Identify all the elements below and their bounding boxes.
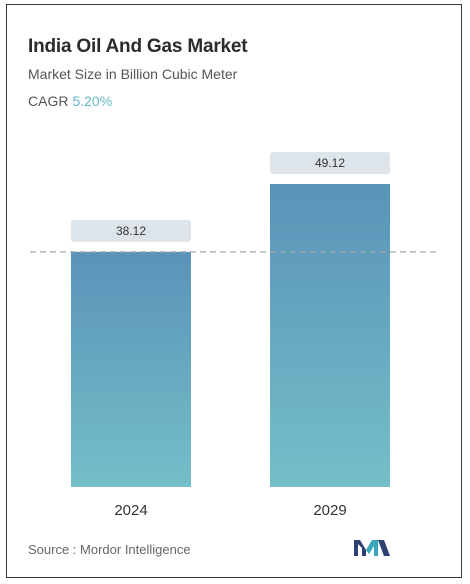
cagr-value: 5.20% [72, 93, 113, 109]
x-tick-2029: 2029 [313, 502, 346, 519]
mordor-intelligence-logo-icon [354, 540, 390, 556]
data-label-2029: 49.12 [315, 156, 345, 170]
x-tick-2024: 2024 [114, 502, 147, 519]
cagr-label: CAGR [28, 93, 69, 109]
data-label-bg-2029 [270, 152, 390, 174]
data-label-bg-2024 [71, 219, 191, 242]
chart-title: India Oil And Gas Market [28, 36, 248, 57]
bar-2024 [71, 251, 191, 487]
source-text: Source : Mordor Intelligence [28, 542, 191, 557]
chart-subtitle: Market Size in Billion Cubic Meter [28, 66, 238, 82]
bar-2029 [270, 184, 390, 487]
cagr-line: CAGR 5.20% [28, 93, 112, 109]
data-label-2024: 38.12 [116, 224, 146, 238]
